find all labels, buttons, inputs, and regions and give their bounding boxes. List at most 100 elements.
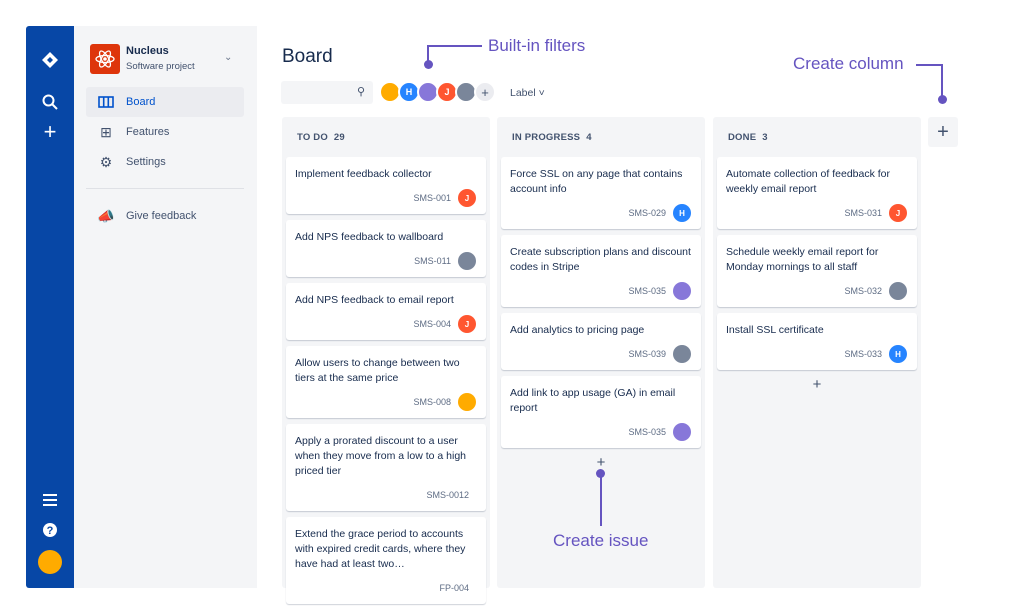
megaphone-icon: 📣 — [97, 207, 115, 224]
search-icon: ⚲ — [356, 86, 365, 98]
annotation-line — [600, 474, 602, 526]
issue-title: Allow users to change between two tiers … — [295, 357, 460, 384]
assignee-avatar[interactable] — [673, 345, 691, 363]
create-issue-button[interactable]: + — [596, 454, 606, 471]
global-nav: + ? — [26, 26, 74, 588]
issue-card[interactable]: Force SSL on any page that contains acco… — [501, 157, 701, 229]
sidebar-item-settings[interactable]: ⚙ Settings — [86, 147, 244, 177]
svg-text:?: ? — [47, 525, 54, 537]
annotation-dot — [596, 469, 605, 478]
issue-key: SMS-0012 — [426, 490, 469, 500]
issue-card[interactable]: Extend the grace period to accounts with… — [286, 517, 486, 604]
sidebar-item-label: Features — [126, 126, 170, 138]
project-type: Software project — [126, 61, 195, 72]
assignee-avatar[interactable] — [889, 282, 907, 300]
issue-card[interactable]: Add NPS feedback to wallboard SMS-011 — [286, 220, 486, 277]
annotation-create-column: Create column — [793, 54, 904, 73]
issue-key: SMS-035 — [628, 286, 666, 296]
issue-title: Add link to app usage (GA) in email repo… — [510, 387, 676, 414]
avatar-filter[interactable]: H — [398, 81, 420, 103]
column-count: 3 — [762, 131, 768, 143]
assignee-avatar[interactable] — [673, 423, 691, 441]
column-header: TO DO 29 — [286, 117, 486, 157]
assignee-avatar[interactable] — [673, 282, 691, 300]
issue-card[interactable]: Install SSL certificate SMS-033 H — [717, 313, 917, 370]
label-filter-dropdown[interactable]: Label ˅ — [510, 87, 545, 99]
issue-key: FP-004 — [439, 583, 469, 593]
issue-key: SMS-029 — [628, 208, 666, 218]
annotation-line — [427, 46, 429, 64]
sidebar-item-label: Board — [126, 96, 156, 108]
issue-key: SMS-011 — [414, 256, 451, 266]
assignee-avatar[interactable]: J — [458, 315, 476, 333]
issue-title: Automate collection of feedback for week… — [726, 168, 891, 195]
issue-title: Install SSL certificate — [726, 324, 824, 336]
annotation-dot — [938, 95, 947, 104]
annotation-line — [916, 64, 943, 66]
issue-key: SMS-004 — [413, 319, 451, 329]
give-feedback-link[interactable]: 📣 Give feedback — [86, 201, 244, 231]
feedback-label: Give feedback — [126, 210, 197, 222]
column-header: IN PROGRESS 4 — [501, 117, 701, 157]
label-filter-text: Label — [510, 87, 536, 99]
column-name: TO DO — [297, 131, 328, 143]
project-sidebar: Nucleus Software project ⌄ Board ⊞ Featur… — [74, 26, 257, 588]
project-name: Nucleus — [126, 45, 169, 57]
issue-key: SMS-035 — [628, 427, 666, 437]
assignee-avatar[interactable] — [458, 252, 476, 270]
column-name: IN PROGRESS — [512, 131, 581, 143]
issue-card[interactable]: Add analytics to pricing page SMS-039 — [501, 313, 701, 370]
features-icon: ⊞ — [100, 123, 112, 140]
help-icon[interactable]: ? — [40, 520, 60, 540]
board-icon — [86, 96, 126, 108]
issue-key: SMS-008 — [413, 397, 451, 407]
issue-title: Add NPS feedback to wallboard — [295, 231, 444, 243]
assignee-filters: H J + — [379, 81, 496, 103]
project-logo-icon — [90, 44, 120, 74]
issue-title: Extend the grace period to accounts with… — [295, 528, 466, 570]
issue-key: SMS-001 — [413, 193, 451, 203]
search-icon[interactable] — [40, 92, 60, 112]
issue-card[interactable]: Automate collection of feedback for week… — [717, 157, 917, 229]
menu-icon[interactable] — [40, 490, 60, 510]
sidebar-item-label: Settings — [126, 156, 166, 168]
issue-card[interactable]: Allow users to change between two tiers … — [286, 346, 486, 418]
issue-title: Force SSL on any page that contains acco… — [510, 168, 683, 195]
plus-icon[interactable]: + — [43, 119, 57, 144]
issue-card[interactable]: Apply a prorated discount to a user when… — [286, 424, 486, 511]
issue-title: Create subscription plans and discount c… — [510, 246, 691, 273]
sidebar-item-board[interactable]: Board — [86, 87, 244, 117]
issue-card[interactable]: Create subscription plans and discount c… — [501, 235, 701, 307]
page-title: Board — [282, 46, 333, 67]
issue-title: Schedule weekly email report for Monday … — [726, 246, 879, 273]
issue-key: SMS-039 — [628, 349, 666, 359]
assignee-avatar[interactable]: J — [458, 189, 476, 207]
assignee-avatar[interactable] — [458, 393, 476, 411]
column-count: 29 — [333, 131, 345, 143]
assignee-avatar[interactable]: H — [889, 345, 907, 363]
user-avatar[interactable] — [38, 550, 62, 574]
issue-title: Add NPS feedback to email report — [295, 294, 454, 306]
gear-icon: ⚙ — [99, 153, 113, 170]
issue-title: Add analytics to pricing page — [510, 324, 645, 336]
annotation-dot — [424, 60, 433, 69]
issue-title: Apply a prorated discount to a user when… — [295, 435, 467, 477]
create-column-button[interactable]: + — [928, 117, 958, 147]
create-issue-button[interactable]: + — [812, 376, 822, 393]
issue-card[interactable]: Implement feedback collector SMS-001 J — [286, 157, 486, 214]
assignee-avatar[interactable]: H — [673, 204, 691, 222]
add-filter-button[interactable]: + — [474, 81, 496, 103]
assignee-avatar[interactable]: J — [889, 204, 907, 222]
chevron-down-icon[interactable]: ⌄ — [224, 52, 233, 63]
annotation-line — [427, 45, 482, 47]
issue-key: SMS-032 — [844, 286, 882, 296]
issue-key: SMS-031 — [844, 208, 882, 218]
column-header: DONE 3 — [717, 117, 917, 157]
column-count: 4 — [586, 131, 592, 143]
issue-card[interactable]: Add NPS feedback to email report SMS-004 J — [286, 283, 486, 340]
issue-card[interactable]: Add link to app usage (GA) in email repo… — [501, 376, 701, 448]
search-input[interactable]: ⚲ — [281, 81, 373, 104]
sidebar-item-features[interactable]: ⊞ Features — [86, 117, 244, 147]
issue-card[interactable]: Schedule weekly email report for Monday … — [717, 235, 917, 307]
jira-logo-icon[interactable] — [40, 50, 60, 70]
